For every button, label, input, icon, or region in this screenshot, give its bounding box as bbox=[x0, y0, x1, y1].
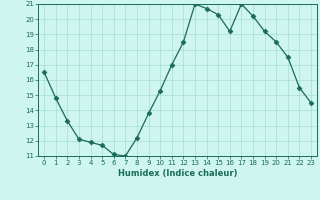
X-axis label: Humidex (Indice chaleur): Humidex (Indice chaleur) bbox=[118, 169, 237, 178]
